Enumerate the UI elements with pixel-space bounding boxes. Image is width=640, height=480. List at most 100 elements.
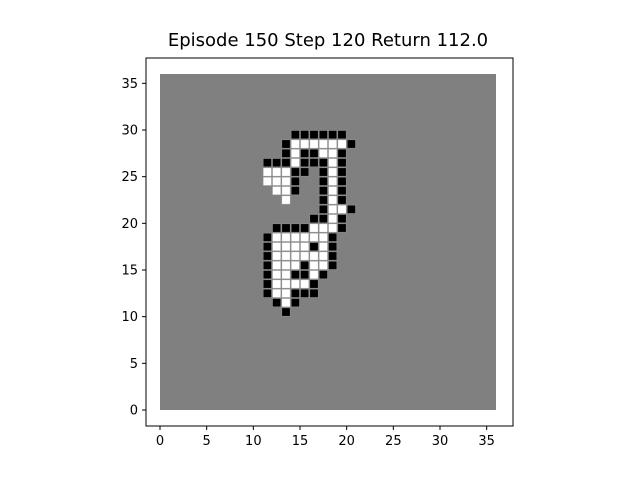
black-cell <box>272 158 282 168</box>
black-cell <box>281 148 291 158</box>
black-cell <box>300 260 310 270</box>
black-cell <box>328 242 338 252</box>
black-cell <box>318 204 328 214</box>
y-tick-label: 20 <box>121 217 138 232</box>
white-cell <box>328 214 338 224</box>
white-cell <box>290 251 300 261</box>
white-cell <box>281 251 291 261</box>
black-cell <box>337 195 347 205</box>
black-cell <box>300 270 310 280</box>
black-cell <box>290 223 300 233</box>
white-cell <box>318 242 328 252</box>
black-cell <box>346 204 356 214</box>
black-cell <box>328 232 338 242</box>
white-cell <box>290 158 300 168</box>
black-cell <box>318 158 328 168</box>
black-cell <box>309 242 319 252</box>
y-tick-label: 5 <box>130 357 138 372</box>
white-cell <box>290 148 300 158</box>
y-tick-label: 25 <box>121 170 138 185</box>
black-cell <box>300 167 310 177</box>
black-cell <box>318 167 328 177</box>
black-cell <box>290 186 300 196</box>
black-cell <box>262 260 272 270</box>
black-cell <box>281 158 291 168</box>
black-cell <box>318 270 328 280</box>
black-cell <box>337 176 347 186</box>
white-cell <box>300 242 310 252</box>
x-tick-label: 10 <box>245 434 262 449</box>
black-cell <box>337 167 347 177</box>
white-cell <box>300 279 310 289</box>
white-cell <box>290 242 300 252</box>
ticks-layer: 0 5 10 15 20 25 30 35 0 5 10 15 20 25 30 35 <box>121 77 494 449</box>
white-cell <box>318 251 328 261</box>
black-cell <box>262 251 272 261</box>
x-tick-label: 25 <box>385 434 402 449</box>
white-cell <box>328 148 338 158</box>
white-cell <box>272 279 282 289</box>
axes-frame <box>145 57 514 427</box>
white-cell <box>300 232 310 242</box>
white-cell <box>262 167 272 177</box>
black-cell <box>290 288 300 298</box>
black-cell <box>318 186 328 196</box>
white-cell <box>272 167 282 177</box>
y-tick-label: 35 <box>121 77 138 92</box>
black-cell <box>290 270 300 280</box>
white-cell <box>328 204 338 214</box>
y-tick-label: 15 <box>121 264 138 279</box>
black-cell <box>309 214 319 224</box>
black-cell <box>290 167 300 177</box>
white-cell <box>318 260 328 270</box>
white-cell <box>328 176 338 186</box>
white-cell <box>281 260 291 270</box>
plot-title: Episode 150 Step 120 Return 112.0 <box>167 30 489 51</box>
black-cell <box>337 186 347 196</box>
black-cell <box>337 148 347 158</box>
white-cell <box>281 186 291 196</box>
black-cell <box>290 130 300 140</box>
black-cell <box>337 158 347 168</box>
y-tick-label: 10 <box>121 310 138 325</box>
black-cell <box>262 270 272 280</box>
black-cell <box>346 139 356 149</box>
black-cell <box>300 288 310 298</box>
white-cell <box>328 139 338 149</box>
black-cell <box>318 195 328 205</box>
black-cell <box>262 232 272 242</box>
white-cell <box>281 167 291 177</box>
x-tick-label: 5 <box>203 434 211 449</box>
white-cell <box>318 148 328 158</box>
black-cell <box>328 130 338 140</box>
black-cell <box>328 251 338 261</box>
white-cell <box>281 279 291 289</box>
white-cell <box>262 176 272 186</box>
white-cell <box>281 176 291 186</box>
black-cell <box>281 223 291 233</box>
x-tick-label: 15 <box>292 434 309 449</box>
black-cell <box>318 214 328 224</box>
black-cell <box>281 307 291 317</box>
white-cell <box>328 158 338 168</box>
white-cell <box>318 139 328 149</box>
white-cell <box>300 139 310 149</box>
black-cell <box>281 139 291 149</box>
black-cell <box>290 298 300 308</box>
black-cell <box>290 176 300 186</box>
white-cell <box>318 223 328 233</box>
white-cell <box>272 288 282 298</box>
black-cell <box>309 130 319 140</box>
white-cell <box>272 270 282 280</box>
grid-background <box>160 74 496 410</box>
x-tick-label: 30 <box>432 434 449 449</box>
black-cell <box>318 130 328 140</box>
black-cell <box>262 288 272 298</box>
black-cell <box>309 148 319 158</box>
white-cell <box>281 298 291 308</box>
white-cell <box>290 279 300 289</box>
black-cell <box>300 223 310 233</box>
black-cell <box>309 288 319 298</box>
white-cell <box>290 232 300 242</box>
black-cell <box>328 260 338 270</box>
